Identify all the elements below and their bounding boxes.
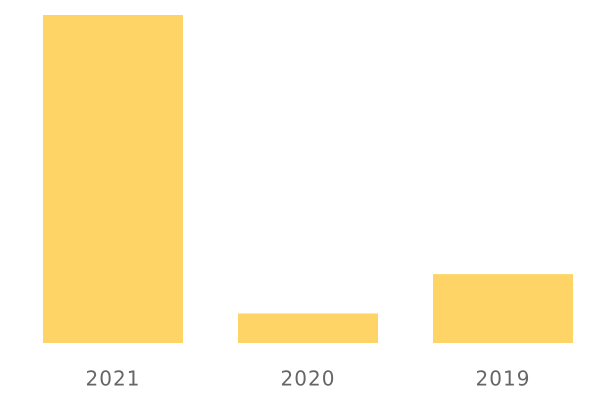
x-tick-label: 2019 (476, 367, 531, 391)
bar (238, 313, 378, 343)
bar (43, 15, 183, 343)
x-tick-label: 2021 (86, 367, 141, 391)
x-tick-label: 2020 (281, 367, 336, 391)
bar (433, 274, 573, 343)
